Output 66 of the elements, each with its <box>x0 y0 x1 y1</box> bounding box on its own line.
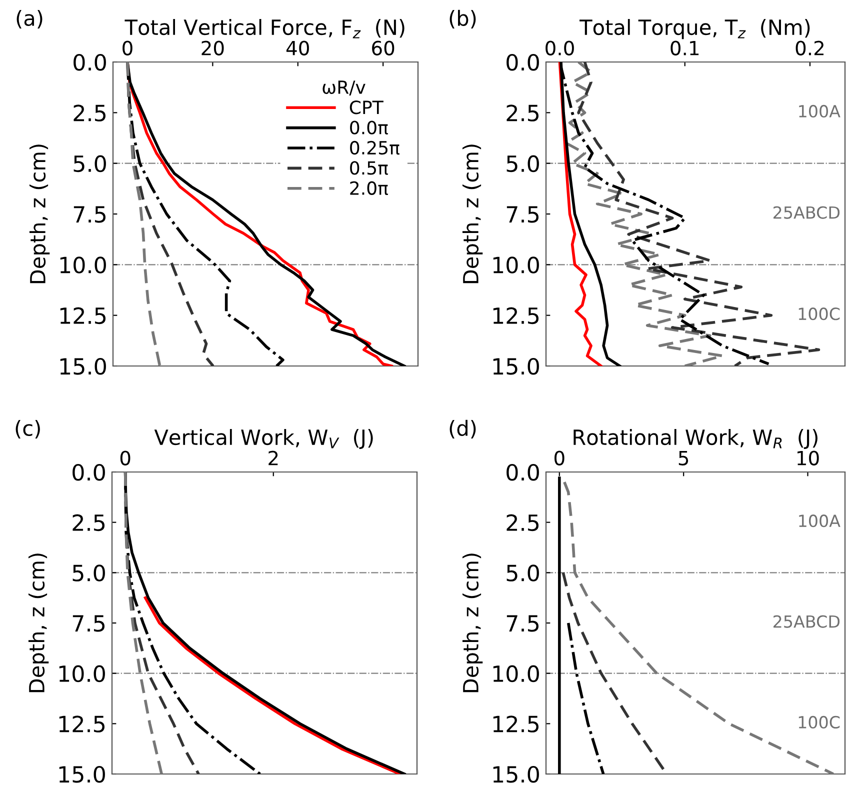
x-tick-label: 60 <box>372 40 394 56</box>
y-axis-title: Depth, z (cm) <box>462 144 483 284</box>
y-tick-label: 5.0 <box>506 564 539 582</box>
x-tick-label: 10 <box>798 450 819 466</box>
y-tick-label: 7.5 <box>506 615 539 632</box>
text: (d) <box>450 420 476 438</box>
line-series <box>566 622 605 774</box>
legend-label: 0.5π <box>350 161 388 175</box>
y-tick-label: 15.0 <box>60 358 106 375</box>
y-axis-title: Depth, z (cm) <box>462 554 483 692</box>
y-tick-label: 7.5 <box>74 206 106 223</box>
y-tick-label: 7.5 <box>506 206 539 223</box>
y-tick-label: 5.0 <box>72 564 105 582</box>
y-tick-label: 12.5 <box>493 716 539 732</box>
annotation: 25ABCD <box>774 615 840 628</box>
y-axis-title: Depth, z (cm) <box>29 144 50 284</box>
x-axis-title: Total Vertical Force, F$_{z}$ (N) <box>124 19 404 38</box>
x-tick-label: 2 <box>268 450 278 466</box>
line-series <box>144 596 402 774</box>
legend-label: 2.0π <box>350 181 388 196</box>
annotation: 100A <box>799 514 840 528</box>
x-tick-label: 0 <box>120 450 130 466</box>
x-tick-label: 5 <box>678 451 688 466</box>
y-tick-label: 10.0 <box>60 256 106 274</box>
text: (c) <box>16 420 40 438</box>
x-axis-title: Total Torque, T$_{z}$ (Nm) <box>580 19 810 40</box>
y-tick-label: 0.0 <box>506 54 539 71</box>
y-tick-label: 12.5 <box>493 307 539 324</box>
legend-label: CPT <box>350 100 384 114</box>
x-tick-label: 0.1 <box>670 40 699 56</box>
y-tick-label: 10.0 <box>493 665 539 682</box>
y-tick-label: 7.5 <box>72 615 105 632</box>
legend-title: ωR/v <box>322 80 366 96</box>
y-tick-label: 2.5 <box>506 514 539 532</box>
y-tick-label: 15.0 <box>493 766 539 783</box>
y-tick-label: 5.0 <box>74 155 106 172</box>
x-tick-label: 0 <box>554 450 564 466</box>
y-tick-label: 15.0 <box>493 358 539 375</box>
x-tick-label: 20 <box>202 40 224 56</box>
x-tick-label: 0.2 <box>796 40 824 56</box>
y-tick-label: 0.0 <box>74 54 106 71</box>
y-tick-label: 5.0 <box>506 155 539 172</box>
annotation: 100C <box>798 716 840 729</box>
annotation: 25ABCD <box>774 206 840 219</box>
text: (b) <box>450 10 476 28</box>
y-tick-label: 2.5 <box>506 104 539 122</box>
legend-label: 0.25π <box>350 140 400 155</box>
y-tick-label: 10.0 <box>59 665 105 682</box>
x-tick-label: 0.0 <box>546 40 574 56</box>
y-axis-title: Depth, z (cm) <box>28 554 49 692</box>
y-tick-label: 10.0 <box>493 256 539 274</box>
legend-label: 0.0π <box>350 120 388 134</box>
y-tick-label: 0.0 <box>72 464 105 481</box>
y-tick-label: 12.5 <box>60 307 106 324</box>
x-axis-title: Rotational Work, W$_{R}$ (J) <box>574 429 818 450</box>
x-tick-label: 0 <box>122 40 132 56</box>
annotation: 100A <box>799 104 840 118</box>
x-tick-label: 40 <box>286 40 309 56</box>
y-tick-label: 0.0 <box>506 464 539 481</box>
y-tick-label: 2.5 <box>74 104 106 122</box>
y-tick-label: 2.5 <box>72 514 105 532</box>
y-tick-label: 15.0 <box>59 766 105 783</box>
y-tick-label: 12.5 <box>59 716 105 732</box>
x-axis-title: Vertical Work, W$_{V}$ (J) <box>154 429 373 450</box>
text: (a) <box>16 10 42 28</box>
annotation: 100C <box>798 308 840 320</box>
